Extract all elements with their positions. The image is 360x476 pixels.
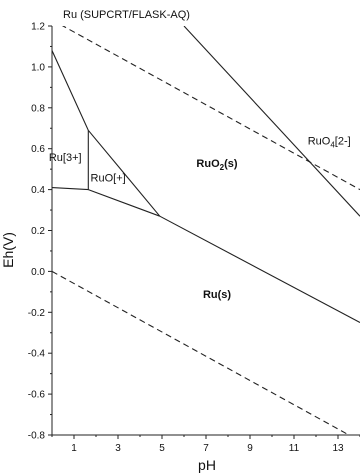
x-axis: 1 3 5 7 9 11 13 <box>51 435 360 454</box>
y-tick-label: 1.2 <box>31 22 45 33</box>
y-tick-label: -0.6 <box>28 390 46 401</box>
x-tick-label: 5 <box>159 443 165 454</box>
y-axis: -0.8 -0.6 -0.4 -0.2 0.0 0.2 0.4 0.6 0.8 1.0 1.2 <box>28 22 52 442</box>
x-tick-label: 11 <box>289 443 300 454</box>
chart-title: Ru (SUPCRT/FLASK-AQ) <box>63 9 190 21</box>
y-tick-label: 0.2 <box>31 226 45 237</box>
plot-area <box>51 26 360 436</box>
y-tick-label: -0.8 <box>28 431 46 442</box>
region-label: Ru(s) <box>203 289 231 301</box>
boundary-line <box>52 50 89 131</box>
region-label: RuO2(s) <box>196 158 237 172</box>
boundary-line <box>87 129 161 217</box>
boundary-line <box>159 215 360 323</box>
y-tick-label: -0.4 <box>28 349 46 360</box>
boundary-line <box>88 189 160 217</box>
y-tick-label: 0.0 <box>31 267 45 278</box>
region-labels: Ru[3+] RuO[+] RuO2(s) RuO4[2-] Ru(s) <box>49 136 351 301</box>
y-tick-label: 1.0 <box>31 62 45 73</box>
boundary-line <box>52 187 89 191</box>
x-tick-label: 7 <box>203 443 209 454</box>
x-tick-label: 3 <box>115 443 121 454</box>
boundary-line <box>183 26 360 217</box>
region-label: RuO[+] <box>91 172 126 184</box>
region-label: RuO4[2-] <box>308 136 351 150</box>
x-tick-label: 13 <box>332 443 344 454</box>
region-label: Ru[3+] <box>49 152 82 164</box>
y-tick-label: 0.8 <box>31 103 45 114</box>
y-tick-label: 0.6 <box>31 144 45 155</box>
water-stability-line <box>52 270 351 435</box>
y-tick-label: -0.2 <box>28 308 46 319</box>
y-axis-title: Eh(V) <box>0 232 16 268</box>
x-axis-title: pH <box>198 457 216 473</box>
x-tick-label: 1 <box>71 443 77 454</box>
y-tick-label: 0.4 <box>31 185 45 196</box>
x-tick-label: 9 <box>247 443 253 454</box>
